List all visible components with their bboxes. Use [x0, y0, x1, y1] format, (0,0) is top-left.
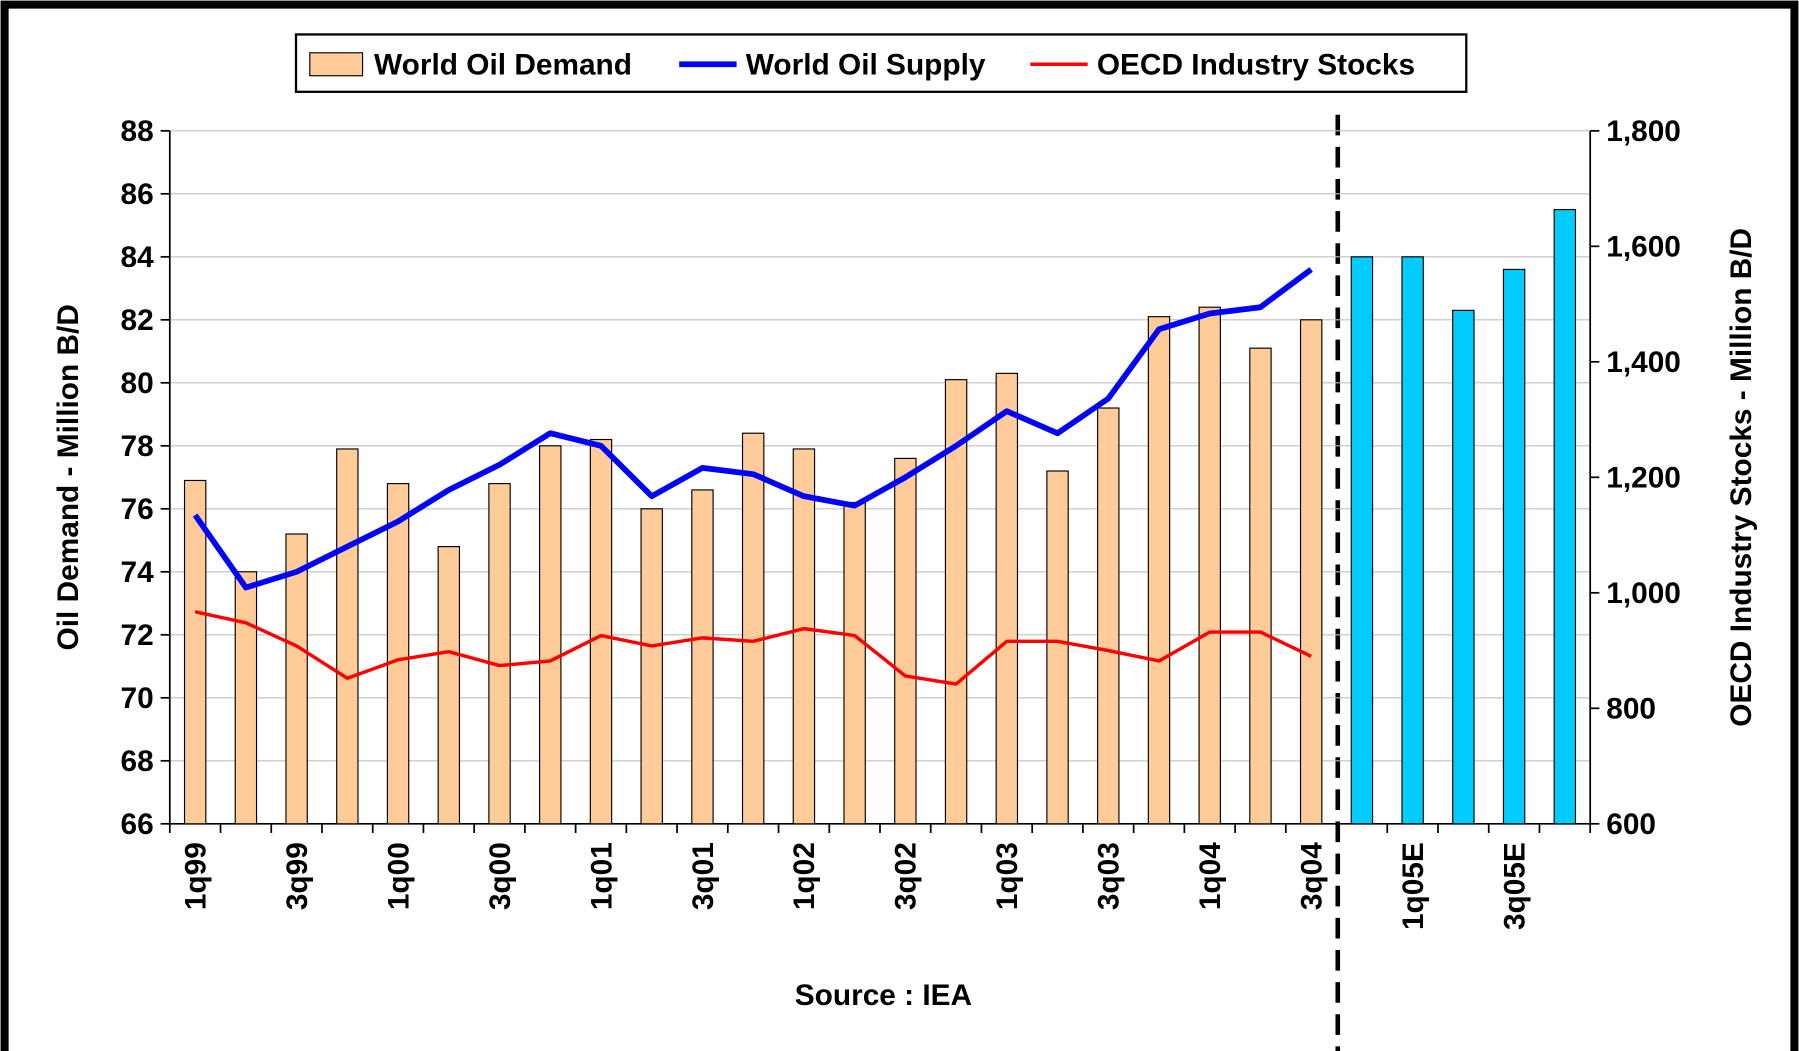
- x-tick-label: 1q05E: [1397, 842, 1430, 930]
- line: [192, 267, 1313, 591]
- x-tick-label: 1q04: [1194, 842, 1227, 910]
- y-tick-label: 78: [121, 430, 154, 463]
- y2-tick-label: 1,800: [1606, 115, 1681, 148]
- y-tick-label: 68: [121, 745, 154, 778]
- y2-tick-label: 1,400: [1606, 346, 1681, 379]
- bar: [640, 508, 663, 825]
- bar: [183, 479, 207, 825]
- legend-label: World Oil Supply: [746, 49, 986, 82]
- bar: [1553, 208, 1577, 825]
- bar: [437, 546, 461, 825]
- bar: [792, 448, 816, 825]
- bar: [336, 448, 359, 825]
- y-tick-label: 82: [121, 304, 154, 337]
- y-axis-label: Oil Demand - Million B/D: [52, 304, 85, 650]
- y-tick-label: 76: [121, 493, 154, 526]
- bar: [944, 379, 968, 825]
- y-tick-label: 80: [121, 367, 154, 400]
- bar: [894, 457, 917, 825]
- x-tick-label: 3q01: [687, 842, 720, 910]
- y2-tick-label: 1,200: [1606, 462, 1681, 495]
- x-tick-label: 3q00: [484, 842, 517, 910]
- bar: [1299, 319, 1323, 825]
- legend-swatch: [309, 52, 364, 77]
- x-tick-label: 1q02: [788, 842, 821, 910]
- bar: [589, 438, 613, 825]
- bar: [1046, 470, 1069, 825]
- bar: [234, 571, 258, 825]
- bar: [741, 432, 765, 825]
- y-tick-label: 88: [121, 115, 154, 148]
- bar: [843, 501, 866, 825]
- y-tick-label: 84: [121, 241, 155, 274]
- x-tick-label: 3q05E: [1498, 842, 1531, 930]
- bar: [1097, 407, 1120, 825]
- bar: [1350, 256, 1374, 825]
- y-tick-label: 70: [121, 682, 154, 715]
- bar: [1452, 309, 1475, 825]
- bar: [386, 483, 410, 825]
- bar: [1401, 256, 1424, 825]
- bar: [995, 372, 1019, 825]
- bar: [488, 483, 511, 825]
- line: [194, 610, 1312, 686]
- x-tick-label: 3q02: [890, 842, 923, 910]
- y-tick-label: 66: [121, 808, 154, 841]
- y2-tick-label: 1,600: [1606, 231, 1681, 264]
- y-tick-label: 74: [121, 556, 155, 589]
- x-tick-label: 1q00: [382, 842, 415, 910]
- bar: [691, 489, 714, 825]
- y-tick-label: 86: [121, 178, 154, 211]
- bar: [285, 533, 308, 825]
- legend-label: World Oil Demand: [374, 49, 632, 82]
- y2-tick-label: 800: [1606, 693, 1656, 726]
- y2-tick-label: 1,000: [1606, 577, 1681, 610]
- bar: [1249, 347, 1272, 825]
- legend: [294, 33, 1468, 93]
- x-tick-label: 3q04: [1296, 842, 1329, 910]
- y2-tick-label: 600: [1606, 808, 1656, 841]
- x-tick-label: 1q03: [991, 842, 1024, 910]
- y2-axis-label: OECD Industry Stocks - Million B/D: [1725, 228, 1758, 727]
- bar: [1502, 268, 1526, 825]
- x-tick-label: 1q99: [179, 842, 212, 910]
- y-tick-label: 72: [121, 619, 154, 652]
- bar: [539, 445, 562, 825]
- bar: [1147, 316, 1171, 825]
- legend-label: OECD Industry Stocks: [1097, 49, 1415, 82]
- x-tick-label: 3q03: [1093, 842, 1126, 910]
- bar: [1198, 306, 1221, 825]
- x-tick-label: 1q01: [585, 842, 618, 910]
- x-tick-label: 3q99: [281, 842, 314, 910]
- source-note: Source : IEA: [795, 979, 972, 1012]
